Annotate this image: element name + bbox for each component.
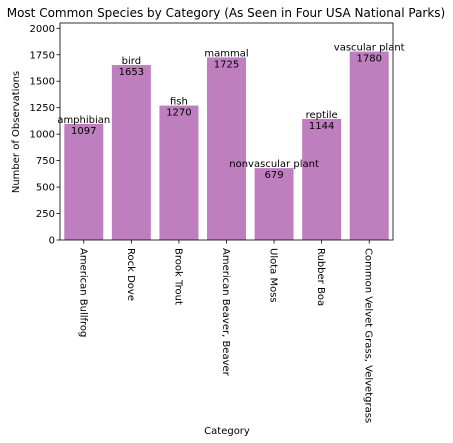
bar-value-label: 1780: [356, 54, 381, 65]
bar-value-label: 1270: [166, 108, 191, 119]
y-tick-label: 1750: [30, 50, 55, 61]
bar: [206, 57, 247, 241]
bar-value-label: 1144: [309, 121, 334, 132]
bar-group-label: fish: [170, 97, 188, 108]
bar-value-label: 679: [265, 170, 284, 181]
y-axis-label: Number of Observations: [11, 71, 22, 193]
x-tick-label: American Beaver, Beaver: [220, 248, 231, 377]
bar: [349, 51, 389, 240]
y-tick-label: 1250: [30, 103, 55, 114]
y-tick-label: 0: [49, 236, 55, 247]
x-tick-label: Ulota Moss: [268, 248, 279, 303]
bar: [159, 105, 199, 240]
x-tick-label: American Bullfrog: [77, 248, 88, 337]
plot-frame: [59, 22, 394, 241]
x-tick-label: Rock Dove: [125, 248, 136, 301]
y-tick-label: 750: [36, 156, 55, 167]
bars: [64, 51, 389, 241]
bar-group-label: bird: [122, 56, 141, 67]
bar: [254, 168, 294, 240]
y-tick-label: 1000: [30, 130, 55, 141]
bar: [64, 123, 104, 240]
chart-title: Most Common Species by Category (As Seen…: [7, 6, 446, 20]
x-tick-label: Common Velvet Grass, Velvetgrass: [363, 248, 374, 423]
bar-group-label: vascular plant: [334, 43, 405, 54]
x-axis-label: Category: [204, 426, 250, 437]
bar-group-label: amphibian: [57, 115, 110, 126]
y-axis: 0 250 500 750 1000 1250 1500 1750 2000: [30, 24, 60, 247]
x-tick-label: Brook Trout: [172, 248, 183, 305]
bar: [302, 118, 342, 240]
bar-value-label: 1725: [214, 59, 239, 70]
y-tick-label: 2000: [30, 24, 55, 35]
x-axis: American Bullfrog Rock Dove Brook Trout Ame…: [77, 240, 374, 423]
bar-value-label: 1097: [71, 126, 96, 137]
x-tick-label: Rubber Boa: [315, 248, 326, 306]
y-tick-label: 1500: [30, 77, 55, 88]
y-tick-label: 250: [36, 209, 55, 220]
bar-group-label: reptile: [306, 110, 338, 121]
bar: [111, 65, 151, 241]
bar-value-label: 1653: [119, 67, 144, 78]
bar-group-label: mammal: [204, 48, 248, 59]
y-tick-label: 500: [36, 183, 55, 194]
bar-group-label: nonvascular plant: [229, 159, 319, 170]
